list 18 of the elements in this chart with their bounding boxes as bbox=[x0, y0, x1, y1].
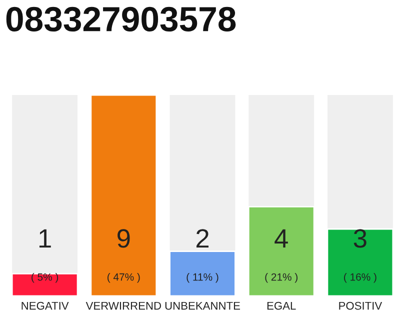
annotation: ( 16% ) bbox=[344, 273, 376, 283]
x-tick-label: EGAL bbox=[267, 302, 296, 310]
bar bbox=[11, 272, 78, 296]
x-tick-label: NEGATIV bbox=[22, 302, 69, 310]
data-label: 1 bbox=[39, 229, 51, 248]
annotation: ( 21% ) bbox=[265, 273, 298, 283]
annotation: ( 5% ) bbox=[32, 273, 58, 283]
chart-title: 083327903578 bbox=[6, 6, 236, 32]
annotation: ( 47% ) bbox=[108, 273, 140, 283]
x-tick-label: VERWIRREND bbox=[86, 302, 161, 310]
data-label: 9 bbox=[118, 229, 130, 248]
x-tick-label: UNBEKANNTE bbox=[165, 302, 240, 310]
data-label: 2 bbox=[196, 229, 209, 248]
x-tick-label: POSITIV bbox=[339, 302, 382, 310]
data-label: 3 bbox=[354, 229, 366, 248]
data-label: 4 bbox=[274, 229, 288, 248]
bar bbox=[169, 250, 236, 296]
annotation: ( 11% ) bbox=[186, 273, 218, 283]
